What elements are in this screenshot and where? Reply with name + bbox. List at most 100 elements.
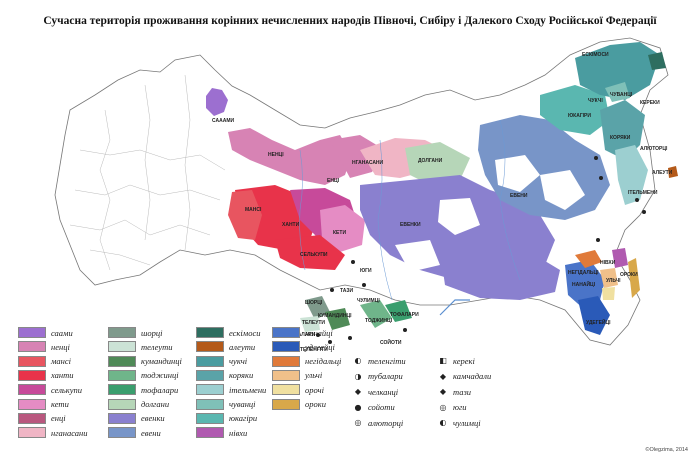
legend-swatch: [18, 327, 46, 338]
legend-label: кумандинці: [141, 356, 182, 367]
map-label: ТОДЖИНЦІ: [365, 318, 393, 324]
map-symbols: [316, 156, 646, 344]
region-selkupi-south: [275, 235, 345, 270]
region-todzhintsi: [360, 300, 392, 328]
region-udegeitsi: [578, 296, 610, 335]
legend-label: кети: [51, 399, 69, 409]
map-label: ЧУВАНЦІ: [610, 92, 633, 98]
legend-label: шорці: [141, 327, 163, 338]
map-label: ТЕЛЕНГІТИ: [300, 347, 328, 353]
copyright: ©Olegzima, 2014: [645, 447, 688, 453]
legend-symbol-label: тубалари: [368, 371, 403, 381]
map-label: НГАНАСАНИ: [352, 160, 384, 166]
region-itelmeny: [615, 145, 648, 205]
map-label: ТЕЛЕУТИ: [302, 320, 325, 326]
legend-symbol-icon: ◆: [439, 387, 447, 396]
legend-label: негідальці: [305, 356, 342, 367]
legend-swatch: [272, 341, 300, 353]
legend-swatch: [108, 327, 136, 338]
legend-symbol-item: ● сойоти: [353, 402, 395, 413]
legend-item: тофалари: [108, 384, 179, 396]
legend-symbol-icon: ◧: [439, 356, 447, 365]
map-label: АЛЮТОРЦІ: [640, 146, 668, 152]
legend-swatch: [196, 369, 224, 381]
legend-label: ульчі: [305, 370, 323, 381]
legend-label: мансі: [51, 356, 72, 367]
legend-swatch: [18, 369, 46, 381]
region-nentsi: [228, 128, 352, 185]
legend-swatch: [196, 412, 224, 424]
legend-symbol-icon: ◐: [439, 418, 447, 427]
legend-label: ханти: [51, 370, 74, 381]
legend-item: мансі: [18, 355, 72, 367]
legend-swatch: [272, 327, 300, 338]
region-koriaky: [600, 100, 645, 160]
map-label: ЮГИ: [360, 268, 372, 274]
map-label: ШОРЦІ: [305, 300, 323, 306]
map-label: УЛЬЧІ: [606, 278, 621, 284]
legend-swatch: [108, 369, 136, 381]
map-label: САААМИ: [212, 118, 235, 124]
legend-item: кумандинці: [108, 355, 182, 367]
legend-symbol-label: челканці: [368, 386, 399, 397]
legend-swatch: [108, 427, 136, 439]
map-label: ДОЛГАНИ: [418, 158, 443, 164]
map-label: МАНСІ: [245, 207, 262, 213]
legend-swatch: [272, 355, 300, 367]
region-oroky: [628, 258, 640, 298]
legend-item: нганасани: [18, 427, 88, 439]
legend-symbol-icon: ◎: [439, 402, 447, 412]
legend-label: нівхи: [229, 427, 248, 438]
map-label: ТУБАЛАРИ: [288, 332, 316, 338]
legend-label: евени: [141, 427, 161, 438]
legend-label: нанайці: [305, 327, 333, 338]
legend-item: ороки: [272, 398, 326, 410]
region-kety: [320, 205, 365, 252]
legend-item: евенки: [108, 412, 165, 424]
legend-item: алеути: [196, 341, 255, 353]
legend-symbol-item: ◧ керекі: [438, 355, 475, 366]
legend-label: телеути: [141, 341, 173, 352]
legend-symbol-item: ◐ чулимці: [438, 417, 481, 428]
region-chukchi: [575, 42, 660, 100]
legend-label: евенки: [141, 413, 165, 424]
legend-symbol-item: ◎ алюторці: [353, 417, 404, 428]
legend-item: енці: [18, 412, 66, 424]
legend-swatch: [108, 412, 136, 424]
legend-symbol-item: ◐ теленгіти: [353, 355, 406, 366]
legend-item: ханти: [18, 369, 74, 381]
region-negidaltsi: [575, 250, 602, 268]
legend-symbol-icon: ●: [354, 402, 362, 412]
map-label: ЧУКЧІ: [588, 98, 603, 104]
legend-symbol-item: ◆ камчадали: [438, 371, 491, 382]
map-label: НЕНЦІ: [268, 152, 284, 158]
legend-swatch: [18, 384, 46, 396]
map-label: ЕСКІМОСИ: [582, 52, 609, 58]
region-kumandintsi: [325, 308, 350, 330]
region-eskimosy: [648, 52, 666, 70]
region-ulchi: [600, 268, 618, 288]
legend-swatch: [108, 398, 136, 410]
legend-symbol-label: керекі: [453, 355, 475, 366]
legend-symbol-label: сойоти: [368, 402, 395, 412]
legend: саами ненці мансі ханти селькупи кети енці нган…: [18, 327, 491, 447]
region-teleuty: [300, 316, 320, 332]
legend-symbol-item: ◎ юги: [438, 402, 467, 413]
legend-item: чукчі: [196, 355, 248, 367]
legend-label: тофалари: [141, 384, 179, 395]
map-label: ЕНЦІ: [327, 178, 339, 184]
legend-item: телеути: [108, 341, 173, 353]
legend-swatch: [108, 355, 136, 367]
map-label: ІТЕЛЬМЕНИ: [628, 190, 658, 196]
legend-label: чуванці: [229, 399, 256, 409]
legend-item: ульчі: [272, 369, 323, 381]
legend-item: негідальці: [272, 355, 342, 367]
legend-label: чукчі: [229, 356, 248, 367]
legend-item: нівхи: [196, 427, 248, 439]
map-label: КЕТИ: [333, 230, 347, 236]
legend-swatch: [272, 398, 300, 410]
legend-swatch: [108, 341, 136, 353]
legend-item: орочі: [272, 384, 324, 396]
map-label: СОЙОТИ: [380, 340, 402, 346]
